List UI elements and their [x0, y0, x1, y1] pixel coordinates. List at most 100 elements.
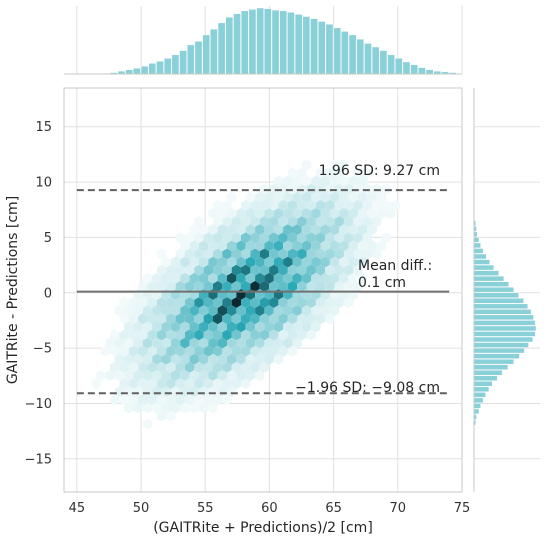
top-histogram-bar [287, 12, 295, 75]
hexbin-cell [189, 256, 199, 268]
hexbin-cell [325, 297, 335, 308]
hexbin-cell [222, 248, 232, 260]
hexbin-cell [241, 297, 251, 308]
hexbin-cell [329, 224, 340, 236]
hexbin-cell [236, 224, 246, 236]
hexbin-cell [259, 281, 270, 292]
hexbin-cell [180, 386, 190, 398]
hexbin-cell [255, 370, 265, 381]
y-tick-label: 0 [44, 286, 52, 301]
hexbin-cell [306, 264, 316, 276]
hexbin-cell [348, 208, 358, 219]
hexbin-cell [124, 353, 134, 365]
hexbin-cell [161, 305, 171, 317]
hexbin-cell [213, 216, 223, 227]
hexbin-cell [315, 232, 326, 244]
hexbin-cell [343, 183, 354, 195]
hexbin-cell [236, 337, 246, 349]
top-marginal [64, 6, 463, 75]
hexbin-cell [161, 337, 171, 349]
hexbin-cell [175, 329, 185, 341]
hexbin-cell [227, 240, 237, 252]
hexbin-cell [381, 232, 391, 244]
hexbin-cell [273, 175, 284, 187]
top-histogram-bar [163, 58, 172, 75]
hexbin-cell [91, 378, 101, 389]
hexbin-cell [138, 394, 148, 406]
hexbin-cell [376, 208, 386, 219]
hexbin-cell [250, 313, 260, 325]
hexbin-cell [166, 394, 176, 406]
top-histogram-bar [125, 69, 133, 75]
annot-mean-line2: 0.1 cm [358, 275, 406, 291]
hexbin-cell [231, 329, 241, 341]
hexbin-cell [259, 216, 270, 227]
hexbin-cell [208, 337, 218, 349]
top-histogram-bar [133, 68, 141, 75]
hexbin-cell [147, 297, 157, 308]
hexbin-cell [227, 386, 237, 398]
hexbin-cell [128, 313, 139, 325]
hexbin-cell [362, 200, 372, 211]
hexbin-cell [236, 272, 246, 284]
hexbin-cell [292, 256, 302, 268]
hexbin-cell [119, 329, 129, 341]
hexbin-cell [142, 353, 153, 365]
hexbin-cell [278, 345, 288, 357]
top-histogram-bar [395, 58, 403, 75]
hexbin-cell [184, 329, 195, 341]
hexbin-cell [128, 297, 139, 308]
hexbin-cell [203, 281, 213, 292]
hexbin-cell [320, 224, 330, 236]
hexbin-cell [255, 256, 265, 268]
hexbin-cell [320, 305, 330, 317]
hexbin-cell [343, 200, 354, 211]
hexbin-cell [259, 232, 270, 244]
hexbin-cell [184, 248, 195, 260]
hexbin-cell [287, 281, 298, 292]
hexbin-cell [156, 394, 167, 406]
hexbin-cell [133, 402, 143, 414]
hexbin-cell [259, 248, 270, 260]
hexbin-cell [194, 313, 204, 325]
hexbin-cell [292, 272, 302, 284]
hexbin-cell [231, 281, 241, 292]
hexbin-cell [213, 248, 223, 260]
hexbin-cell [241, 216, 251, 227]
right-histogram-bar [473, 392, 486, 398]
hexbin-cell [320, 272, 330, 284]
hexbin-cell [119, 345, 129, 357]
hexbin-cell [273, 256, 284, 268]
hexbin-cell [110, 345, 120, 357]
hexbin-cell [189, 353, 199, 365]
hexbin-cell [208, 208, 218, 219]
top-histogram-bar [148, 63, 157, 75]
hexbin-cell [278, 200, 288, 211]
hexbin-cell [194, 362, 204, 373]
hexbin-cell [138, 281, 148, 292]
hexbin-cell [119, 362, 129, 373]
plot-frame [63, 87, 463, 493]
hexbin-cell [166, 378, 176, 389]
right-histogram-bar [473, 248, 484, 254]
hexbin-cell [329, 208, 340, 219]
hexbin-cell [278, 297, 288, 308]
hexbin-cell [175, 232, 185, 244]
hexbin-cell [133, 353, 143, 365]
hexbin-cell [213, 394, 223, 406]
hexbin-cell [227, 353, 237, 365]
hexbin-cell [287, 297, 298, 308]
hexbin-cell [142, 321, 153, 333]
hexbin-cell [278, 329, 288, 341]
hexbin-cell [301, 208, 312, 219]
right-histogram-bar [473, 381, 493, 387]
hexbin-cell [339, 272, 349, 284]
right-marginal [473, 88, 540, 492]
hexbin-cell [325, 313, 335, 325]
hexbin-cell [184, 232, 195, 244]
hexbin-cell [175, 281, 185, 292]
top-histogram-bar [187, 44, 195, 75]
hexbin-cell [245, 370, 256, 381]
hexbin-cell [292, 208, 302, 219]
top-histogram-bar [418, 67, 426, 75]
